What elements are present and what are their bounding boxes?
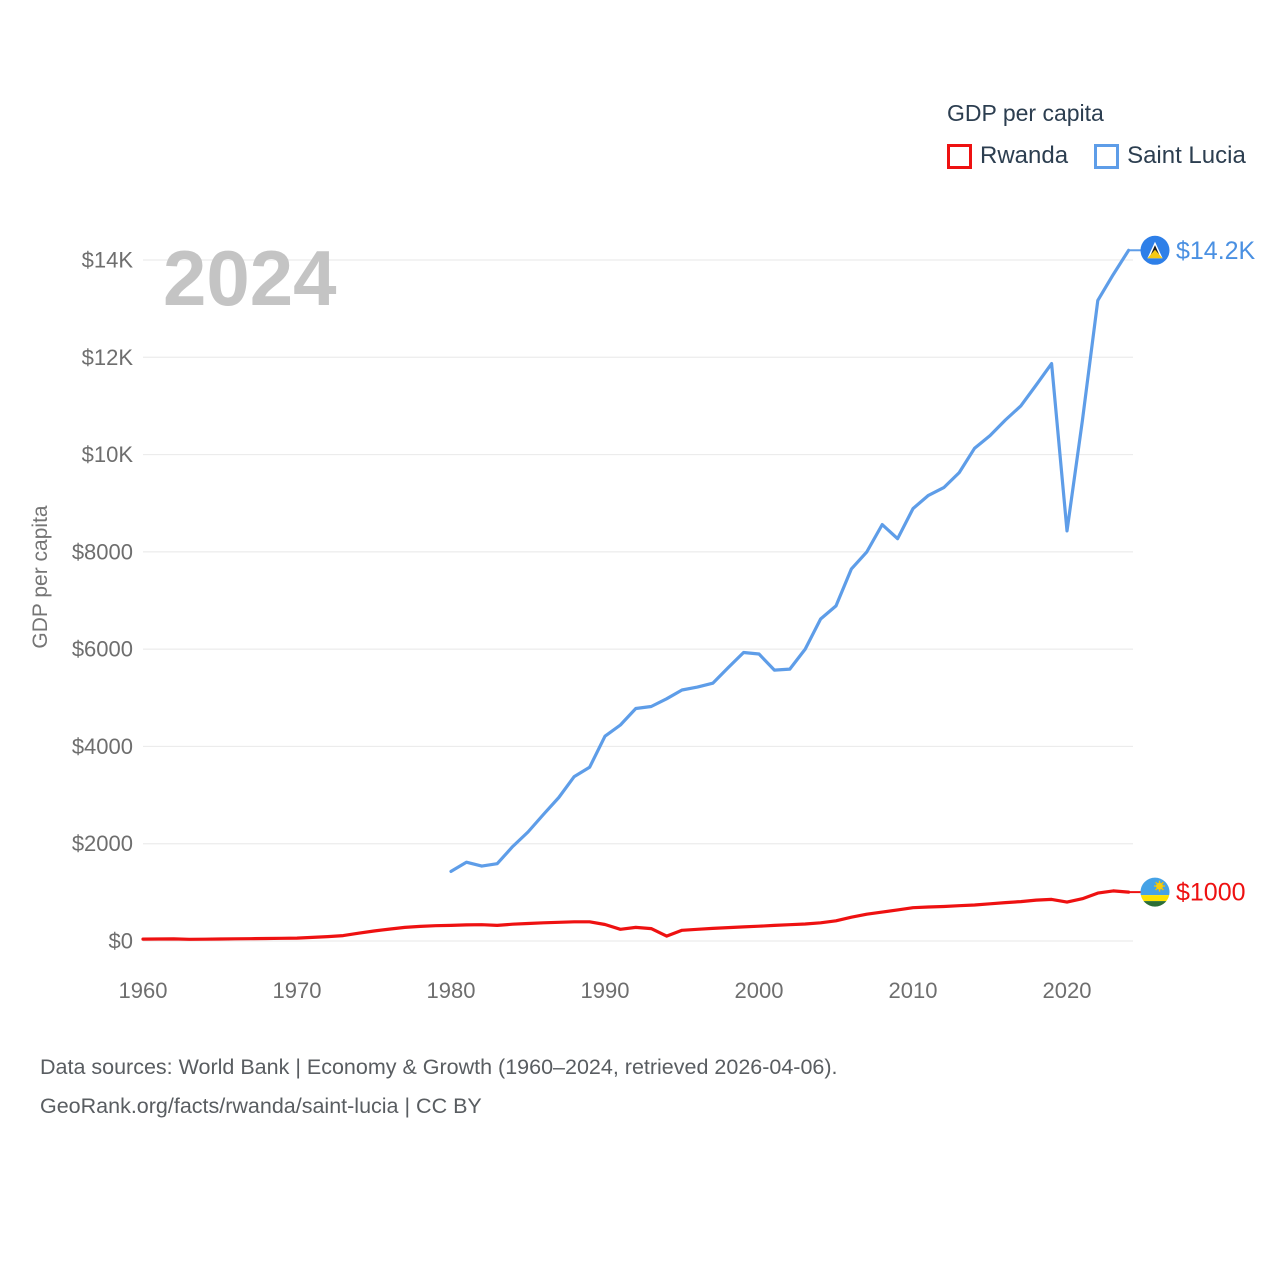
- saint-lucia-series-checkbox[interactable]: [1094, 143, 1120, 169]
- y-tick-label: $0: [109, 929, 133, 954]
- legend-item-rwanda[interactable]: Rwanda: [947, 142, 1068, 170]
- y-tick-label: $4000: [72, 734, 133, 759]
- chart-legend: GDP per capita Rwanda Saint Lucia: [947, 100, 1246, 170]
- x-tick-label: 2000: [735, 978, 784, 1003]
- y-tick-label: $14K: [82, 248, 134, 273]
- x-tick-label: 2010: [889, 978, 938, 1003]
- y-tick-label: $8000: [72, 539, 133, 564]
- series-line-saint-lucia[interactable]: [449, 248, 1131, 874]
- data-sources-footer: Data sources: World Bank | Economy & Gro…: [40, 1048, 838, 1126]
- y-tick-label: $12K: [82, 345, 134, 370]
- legend-title: GDP per capita: [947, 100, 1104, 126]
- legend-label-rwanda: Rwanda: [980, 142, 1069, 169]
- series-layer: [141, 248, 1141, 941]
- x-tick-labels: 1960 1970 1980 1990 2000 2010 2020: [119, 978, 1092, 1003]
- chart-watermark-year: 2024: [163, 234, 337, 322]
- y-tick-labels: $0 $2000 $4000 $6000 $8000 $10K $12K $14K: [72, 248, 134, 954]
- y-tick-label: $10K: [82, 442, 134, 467]
- series-line-rwanda[interactable]: [141, 889, 1131, 941]
- x-tick-label: 1980: [427, 978, 476, 1003]
- rwanda-flag-icon: [1140, 877, 1170, 907]
- saint-lucia-flag-icon: [1140, 235, 1170, 265]
- x-tick-label: 1960: [119, 978, 168, 1003]
- y-tick-label: $6000: [72, 637, 133, 662]
- saint-lucia-end-value-label: $14.2K: [1176, 237, 1256, 265]
- footer-line-attribution: GeoRank.org/facts/rwanda/saint-lucia | C…: [40, 1094, 482, 1118]
- rwanda-end-value-label: $1000: [1176, 879, 1246, 907]
- legend-item-saint-lucia[interactable]: Saint Lucia: [1094, 142, 1246, 170]
- rwanda-series-checkbox[interactable]: [947, 143, 972, 169]
- y-axis-title: GDP per capita: [29, 505, 52, 649]
- grid-layer: [143, 259, 1133, 942]
- x-tick-label: 2020: [1043, 978, 1092, 1003]
- legend-label-saint-lucia: Saint Lucia: [1127, 142, 1246, 169]
- x-tick-label: 1990: [581, 978, 630, 1003]
- x-tick-label: 1970: [273, 978, 322, 1003]
- footer-line-sources: Data sources: World Bank | Economy & Gro…: [40, 1055, 838, 1079]
- y-tick-label: $2000: [72, 831, 133, 856]
